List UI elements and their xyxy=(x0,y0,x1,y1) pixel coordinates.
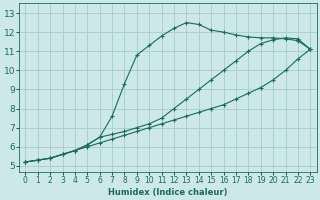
X-axis label: Humidex (Indice chaleur): Humidex (Indice chaleur) xyxy=(108,188,228,197)
